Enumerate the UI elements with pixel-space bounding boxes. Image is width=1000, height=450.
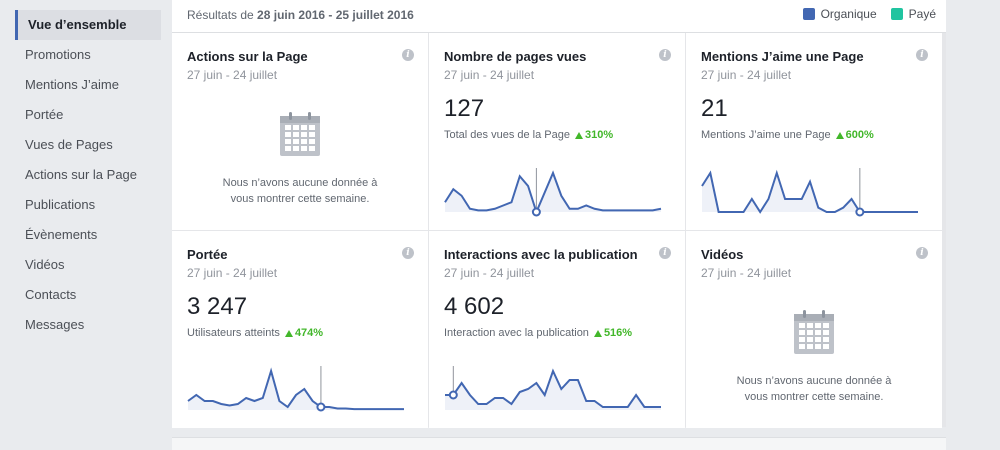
info-icon[interactable]: i — [659, 49, 671, 61]
metric-subtitle: Mentions J’aime une Page 600% — [701, 129, 927, 141]
sparkline-marker-dot — [855, 207, 865, 217]
metric-label: Mentions J’aime une Page — [701, 129, 831, 141]
empty-message: Nous n’avons aucune donnée à vous montre… — [736, 375, 892, 403]
info-icon[interactable]: i — [402, 49, 414, 61]
sidebar-item-6[interactable]: Publications — [25, 197, 96, 212]
card-date-range: 27 juin - 24 juillet — [444, 266, 535, 280]
sparkline-chart[interactable] — [444, 366, 664, 416]
sidebar-nav: Vue d’ensemble Promotions Mentions J’aime P… — [0, 0, 172, 450]
sparkline-chart[interactable] — [701, 168, 921, 218]
change-badge: 516% — [593, 327, 633, 339]
empty-message: Nous n’avons aucune donnée à vous montre… — [222, 177, 378, 205]
results-dates: 28 juin 2016 - 25 juillet 2016 — [257, 8, 414, 22]
legend-swatch-organique — [802, 8, 815, 20]
insight-card-0[interactable]: Actions sur la Page 27 juin - 24 juillet… — [172, 33, 428, 230]
info-icon[interactable]: i — [659, 247, 671, 259]
change-badge: 600% — [835, 129, 874, 141]
sparkline-area — [188, 371, 404, 410]
card-title: Actions sur la Page — [187, 49, 308, 64]
card-title: Vidéos — [701, 247, 744, 262]
overview-grid: Actions sur la Page 27 juin - 24 juillet… — [172, 33, 946, 428]
sidebar-item-3[interactable]: Portée — [25, 107, 64, 122]
sidebar-item-4[interactable]: Vues de Pages — [25, 137, 113, 152]
legend-paye[interactable]: Payé — [890, 7, 936, 21]
card-date-range: 27 juin - 24 juillet — [701, 68, 792, 82]
insight-card-2[interactable]: Mentions J’aime une Page 27 juin - 24 ju… — [686, 33, 942, 230]
legend-label-paye: Payé — [908, 7, 936, 21]
metric-subtitle: Interaction avec la publication 516% — [444, 327, 670, 339]
metric-label: Utilisateurs atteints — [187, 327, 280, 339]
change-percent: 600% — [845, 129, 874, 141]
metric-label: Interaction avec la publication — [444, 327, 589, 339]
info-icon[interactable]: i — [402, 247, 414, 259]
metric-value: 3 247 — [187, 293, 248, 320]
sparkline-chart[interactable] — [187, 366, 407, 416]
sidebar-item-7[interactable]: Évènements — [25, 227, 98, 242]
change-percent: 516% — [603, 327, 633, 339]
sparkline-marker-dot — [531, 207, 541, 217]
info-icon[interactable]: i — [916, 247, 928, 259]
sparkline-line — [701, 169, 918, 214]
empty-state: Nous n’avons aucune donnée à vous montre… — [172, 111, 428, 207]
card-date-range: 27 juin - 24 juillet — [444, 68, 535, 82]
insight-card-5[interactable]: Vidéos 27 juin - 24 juillet i Nous n’avo… — [686, 231, 942, 428]
card-date-range: 27 juin - 24 juillet — [187, 266, 278, 280]
metric-label: Total des vues de la Page — [444, 129, 570, 141]
card-title: Nombre de pages vues — [444, 49, 587, 64]
sidebar-item-9[interactable]: Contacts — [25, 287, 77, 302]
legend-swatch-paye — [890, 8, 903, 20]
change-badge: 310% — [574, 129, 614, 141]
card-date-range: 27 juin - 24 juillet — [187, 68, 278, 82]
sidebar-item-2[interactable]: Mentions J’aime — [25, 77, 119, 92]
insight-card-4[interactable]: Interactions avec la publication 27 juin… — [429, 231, 685, 428]
up-arrow-icon — [835, 131, 844, 139]
sidebar-item-10[interactable]: Messages — [25, 317, 85, 332]
sparkline-chart[interactable] — [444, 168, 664, 218]
up-arrow-icon — [574, 131, 583, 139]
sidebar-item-1[interactable]: Promotions — [25, 47, 91, 62]
metric-value: 127 — [444, 95, 485, 122]
up-arrow-icon — [593, 329, 602, 337]
info-icon[interactable]: i — [916, 49, 928, 61]
sidebar-item-8[interactable]: Vidéos — [25, 257, 65, 272]
change-percent: 474% — [294, 327, 324, 339]
insight-card-1[interactable]: Nombre de pages vues 27 juin - 24 juille… — [429, 33, 685, 230]
bottom-panel — [172, 437, 946, 450]
sparkline-line — [445, 368, 661, 408]
sparkline-marker-dot — [448, 390, 458, 400]
card-title: Portée — [187, 247, 228, 262]
card-title: Interactions avec la publication — [444, 247, 638, 262]
sidebar-item-0[interactable]: Vue d’ensemble — [15, 10, 161, 40]
calendar-icon — [793, 310, 835, 359]
results-prefix: Résultats de — [187, 8, 254, 22]
legend: Organique Payé — [789, 7, 936, 21]
metric-subtitle: Utilisateurs atteints 474% — [187, 327, 413, 339]
insight-card-3[interactable]: Portée 27 juin - 24 juillet i 3 247 Util… — [172, 231, 428, 428]
calendar-icon — [279, 112, 321, 161]
sparkline-line — [187, 367, 404, 411]
sidebar-item-5[interactable]: Actions sur la Page — [25, 167, 138, 182]
results-range: Résultats de 28 juin 2016 - 25 juillet 2… — [187, 8, 414, 22]
legend-label-organique: Organique — [820, 7, 877, 21]
sparkline-area — [445, 371, 661, 410]
card-date-range: 27 juin - 24 juillet — [701, 266, 792, 280]
sparkline-line — [444, 170, 662, 215]
change-badge: 474% — [284, 327, 324, 339]
metric-value: 21 — [701, 95, 728, 122]
sparkline-area — [445, 173, 661, 212]
metric-value: 4 602 — [444, 293, 505, 320]
up-arrow-icon — [284, 329, 293, 337]
sparkline-area — [702, 173, 918, 212]
empty-state: Nous n’avons aucune donnée à vous montre… — [686, 309, 942, 405]
change-percent: 310% — [584, 129, 614, 141]
metric-subtitle: Total des vues de la Page 310% — [444, 129, 670, 141]
date-range-header: Résultats de 28 juin 2016 - 25 juillet 2… — [172, 0, 946, 33]
card-title: Mentions J’aime une Page — [701, 49, 864, 64]
sparkline-marker-dot — [316, 402, 326, 412]
legend-organique[interactable]: Organique — [802, 7, 877, 21]
